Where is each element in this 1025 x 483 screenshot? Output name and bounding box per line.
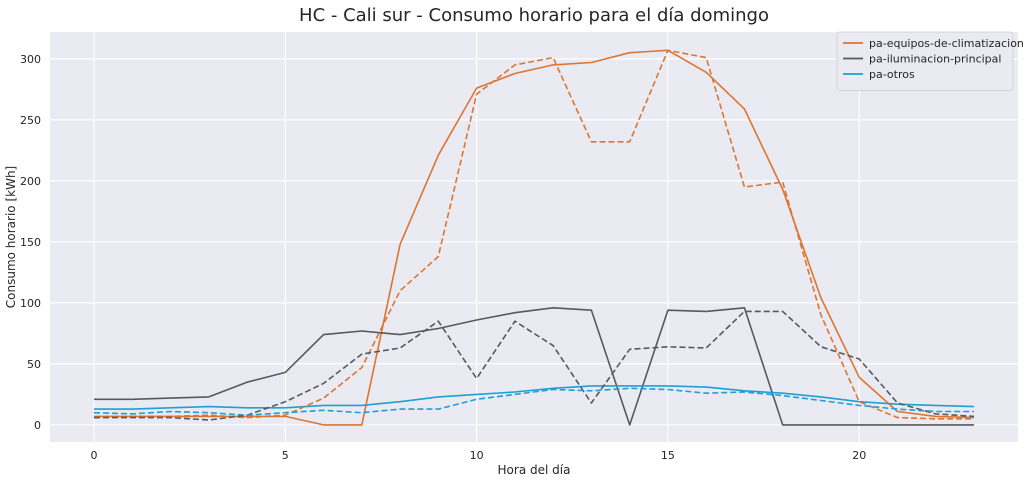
y-tick-label: 50 [27,358,41,371]
series-line-3 [94,385,975,410]
plot-background [50,32,1018,442]
y-tick-label: 100 [20,297,41,310]
y-tick-label: 300 [20,53,41,66]
series-line-dashed-5 [94,310,975,421]
y-tick-label: 0 [34,419,41,432]
gridlines [50,32,1018,442]
y-tick-label: 200 [20,175,41,188]
legend: pa-equipos-de-climatizacion pa-iluminacio… [836,31,1024,91]
y-tick-label: 250 [20,114,41,127]
y-tick-labels: 0 50 100 150 200 250 300 [20,53,41,432]
legend-label: pa-equipos-de-climatizacion [869,37,1024,50]
x-tick-labels: 0 5 10 15 20 [91,449,867,462]
series-line-dashed-4 [93,49,974,420]
x-tick-label: 20 [852,449,866,462]
series-line-2 [94,306,974,426]
legend-label: pa-otros [869,68,915,81]
legend-label: pa-iluminacion-principal [869,53,1001,66]
y-tick-label: 150 [20,236,41,249]
x-tick-label: 15 [661,449,675,462]
series-line-dashed-6 [93,387,974,417]
legend-box [836,31,1014,91]
y-axis-label: Consumo horario [kWh] [4,166,18,308]
x-tick-label: 10 [470,449,484,462]
x-tick-label: 0 [91,449,98,462]
x-axis-label: Hora del día [498,463,571,477]
series-lines [93,49,975,426]
chart-title: HC - Cali sur - Consumo horario para el … [299,5,769,26]
x-tick-label: 5 [282,449,289,462]
